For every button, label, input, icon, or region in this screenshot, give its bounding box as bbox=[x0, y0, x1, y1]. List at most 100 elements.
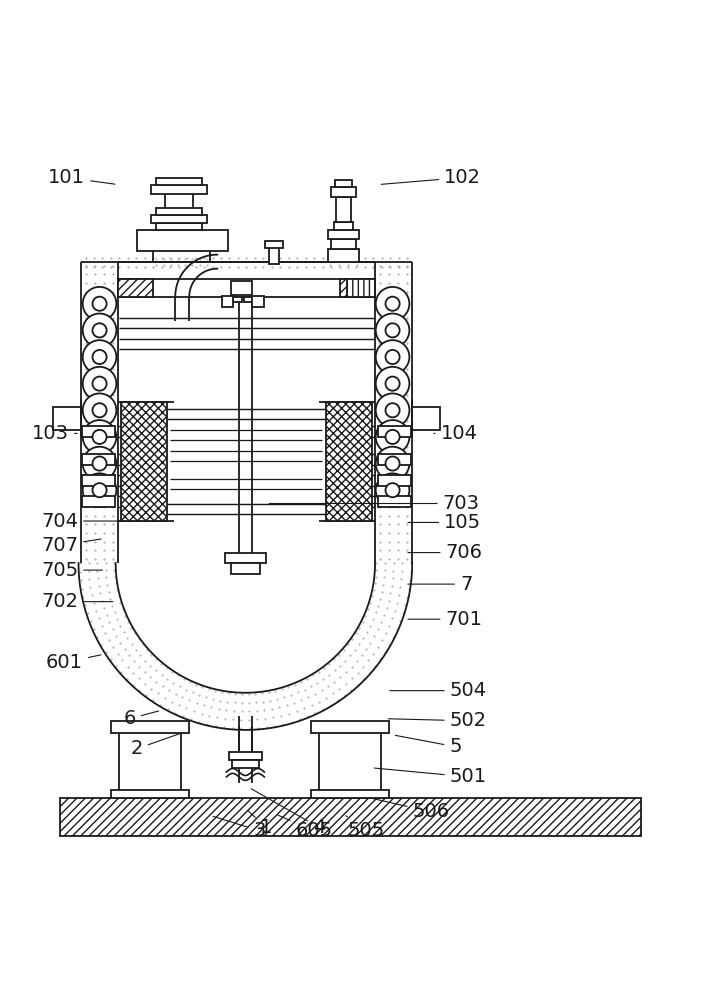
Bar bbox=[119, 728, 181, 798]
Bar bbox=[121, 402, 167, 521]
Bar bbox=[265, 241, 283, 248]
Text: 701: 701 bbox=[408, 610, 482, 629]
Text: 3: 3 bbox=[213, 816, 266, 840]
Circle shape bbox=[376, 367, 409, 400]
Bar bbox=[331, 239, 356, 249]
Text: 704: 704 bbox=[41, 512, 120, 531]
Text: 104: 104 bbox=[434, 424, 477, 443]
Bar bbox=[137, 230, 228, 251]
Circle shape bbox=[83, 420, 116, 454]
Text: 707: 707 bbox=[41, 536, 101, 555]
Text: 4: 4 bbox=[251, 789, 325, 837]
Circle shape bbox=[93, 456, 107, 471]
Bar bbox=[60, 798, 641, 836]
Bar bbox=[311, 721, 389, 733]
Bar bbox=[82, 496, 115, 507]
Bar bbox=[328, 230, 359, 239]
Text: 5: 5 bbox=[395, 735, 462, 756]
Circle shape bbox=[93, 483, 107, 497]
Bar bbox=[225, 553, 266, 563]
Text: 506: 506 bbox=[373, 799, 449, 821]
Text: 505: 505 bbox=[346, 816, 386, 840]
Text: 706: 706 bbox=[408, 543, 482, 562]
Bar bbox=[340, 279, 375, 297]
Circle shape bbox=[83, 340, 116, 374]
Bar bbox=[311, 790, 389, 798]
Bar bbox=[156, 223, 202, 230]
Bar bbox=[111, 721, 189, 733]
Circle shape bbox=[386, 377, 400, 391]
Circle shape bbox=[376, 420, 409, 454]
Bar bbox=[326, 402, 372, 521]
Text: 101: 101 bbox=[48, 168, 115, 187]
Text: 705: 705 bbox=[41, 561, 102, 580]
Text: 7: 7 bbox=[408, 575, 472, 594]
Text: 501: 501 bbox=[374, 767, 486, 786]
Text: 702: 702 bbox=[41, 592, 113, 611]
Circle shape bbox=[386, 403, 400, 417]
Bar bbox=[53, 407, 81, 430]
Text: 703: 703 bbox=[269, 494, 479, 513]
Bar bbox=[412, 407, 440, 430]
Circle shape bbox=[83, 447, 116, 480]
Bar bbox=[156, 208, 202, 215]
Bar bbox=[229, 752, 262, 760]
Circle shape bbox=[386, 456, 400, 471]
Bar bbox=[378, 454, 411, 465]
Bar bbox=[231, 281, 252, 295]
Bar bbox=[231, 563, 260, 574]
Circle shape bbox=[386, 297, 400, 311]
Bar bbox=[118, 279, 153, 297]
Circle shape bbox=[83, 314, 116, 347]
Circle shape bbox=[93, 403, 107, 417]
Circle shape bbox=[386, 350, 400, 364]
Text: 605: 605 bbox=[278, 815, 332, 840]
Circle shape bbox=[83, 287, 116, 321]
Circle shape bbox=[93, 350, 107, 364]
Bar bbox=[331, 187, 356, 197]
Bar bbox=[334, 222, 353, 230]
Text: 103: 103 bbox=[32, 424, 77, 443]
Bar bbox=[82, 454, 115, 465]
Circle shape bbox=[376, 447, 409, 480]
Bar bbox=[378, 496, 411, 507]
Bar bbox=[252, 296, 264, 307]
Circle shape bbox=[386, 483, 400, 497]
Text: 6: 6 bbox=[123, 709, 158, 728]
Bar bbox=[335, 180, 352, 187]
Bar bbox=[151, 215, 207, 223]
Bar bbox=[328, 249, 359, 262]
Bar bbox=[378, 426, 411, 437]
Text: 1: 1 bbox=[247, 810, 273, 837]
Text: 105: 105 bbox=[408, 513, 481, 532]
Bar bbox=[111, 790, 189, 798]
Text: 601: 601 bbox=[46, 653, 101, 672]
Circle shape bbox=[376, 340, 409, 374]
Bar bbox=[336, 197, 350, 222]
Circle shape bbox=[376, 314, 409, 347]
Circle shape bbox=[376, 393, 409, 427]
Bar bbox=[82, 426, 115, 437]
Circle shape bbox=[93, 430, 107, 444]
Bar bbox=[82, 475, 115, 486]
Bar bbox=[347, 279, 375, 297]
Circle shape bbox=[83, 473, 116, 507]
Text: 504: 504 bbox=[390, 681, 486, 700]
Bar bbox=[151, 185, 207, 194]
Circle shape bbox=[93, 297, 107, 311]
Bar bbox=[222, 296, 233, 307]
Bar bbox=[319, 728, 381, 798]
Circle shape bbox=[376, 473, 409, 507]
Circle shape bbox=[386, 323, 400, 337]
Bar bbox=[269, 246, 279, 264]
Bar bbox=[233, 297, 242, 302]
Bar bbox=[232, 760, 259, 768]
Text: 502: 502 bbox=[388, 711, 486, 730]
Circle shape bbox=[93, 377, 107, 391]
Text: 102: 102 bbox=[381, 168, 481, 187]
Circle shape bbox=[376, 287, 409, 321]
Text: 2: 2 bbox=[130, 734, 179, 758]
Circle shape bbox=[83, 367, 116, 400]
Bar bbox=[156, 178, 202, 185]
Circle shape bbox=[93, 323, 107, 337]
